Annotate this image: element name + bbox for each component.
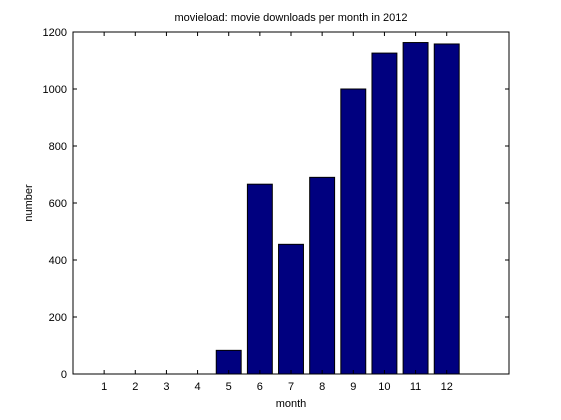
- x-tick-label-10: 10: [378, 381, 390, 393]
- bar-month-6: [247, 184, 272, 374]
- x-tick-label-7: 7: [288, 381, 294, 393]
- x-tick-label-11: 11: [410, 381, 421, 393]
- y-tick-label-400: 400: [49, 255, 67, 267]
- bar-month-10: [372, 53, 397, 374]
- bar-month-7: [279, 244, 304, 374]
- x-tick-label-8: 8: [319, 381, 325, 393]
- y-tick-label-1200: 1200: [43, 27, 67, 39]
- bar-month-11: [403, 43, 428, 374]
- x-tick-label-6: 6: [257, 381, 263, 393]
- x-tick-label-4: 4: [195, 381, 201, 393]
- x-tick-label-12: 12: [441, 381, 453, 393]
- bar-month-9: [341, 89, 366, 374]
- x-tick-label-5: 5: [226, 381, 232, 393]
- x-tick-label-3: 3: [163, 381, 169, 393]
- bar-month-12: [434, 44, 459, 374]
- x-axis-label: month: [276, 398, 307, 410]
- y-tick-label-800: 800: [49, 141, 67, 153]
- y-axis-label: number: [23, 184, 35, 222]
- x-tick-label-2: 2: [132, 381, 138, 393]
- y-tick-label-0: 0: [61, 369, 67, 381]
- y-tick-label-1000: 1000: [43, 84, 67, 96]
- bar-month-8: [310, 177, 335, 374]
- y-tick-label-200: 200: [49, 312, 67, 324]
- x-tick-label-9: 9: [350, 381, 356, 393]
- y-tick-label-600: 600: [49, 198, 67, 210]
- x-tick-label-1: 1: [101, 381, 107, 393]
- chart-title: movieload: movie downloads per month in …: [175, 12, 408, 24]
